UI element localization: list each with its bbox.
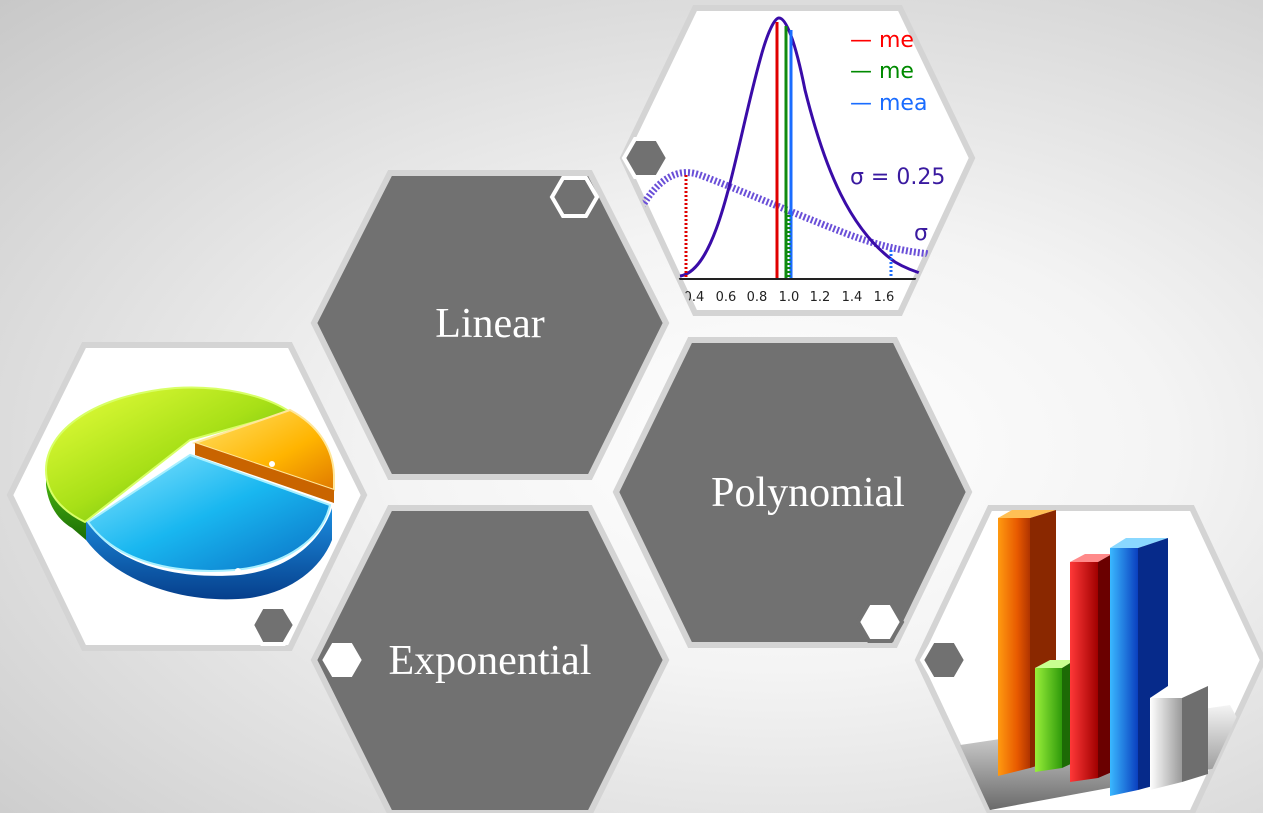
x-tick: 0.8 — [747, 290, 768, 305]
hexagon-bar-chart — [914, 505, 1263, 813]
legend-median: — me — [850, 59, 914, 84]
polynomial-label: Polynomial — [711, 470, 905, 516]
x-tick: 0.6 — [716, 290, 737, 305]
hexagon-exponential: Exponential — [310, 505, 670, 813]
x-tick: 1.2 — [810, 290, 831, 305]
x-tick: 1.0 — [779, 290, 800, 305]
exponential-label: Exponential — [389, 638, 592, 684]
legend-mean: — mea — [850, 91, 927, 116]
hexagon-polynomial: Polynomial — [612, 337, 973, 648]
hexagon-linear: Linear — [310, 170, 670, 480]
x-tick: 1.6 — [874, 290, 895, 305]
small-hexagon-decoration — [249, 605, 298, 646]
small-hexagon-decoration — [855, 601, 905, 643]
pie-chart-3d-icon — [44, 386, 335, 600]
hexagon-pie-chart — [6, 342, 368, 651]
legend-mode: — me — [850, 28, 914, 53]
hexagon-distribution-chart: 0.4 0.6 0.8 1.0 1.2 1.4 1.6 — me — me — … — [619, 5, 976, 316]
sigma-label-second: σ — [914, 221, 928, 246]
small-hexagon-decoration — [919, 639, 969, 681]
small-hexagon-decoration — [621, 137, 671, 179]
small-hexagon-decoration — [549, 176, 600, 218]
bar-chart-3d-icon — [960, 510, 1260, 810]
small-hexagon-decoration — [317, 639, 367, 681]
sigma-label: σ = 0.25 — [850, 165, 945, 190]
x-tick: 1.4 — [842, 290, 863, 305]
linear-label: Linear — [435, 301, 545, 347]
